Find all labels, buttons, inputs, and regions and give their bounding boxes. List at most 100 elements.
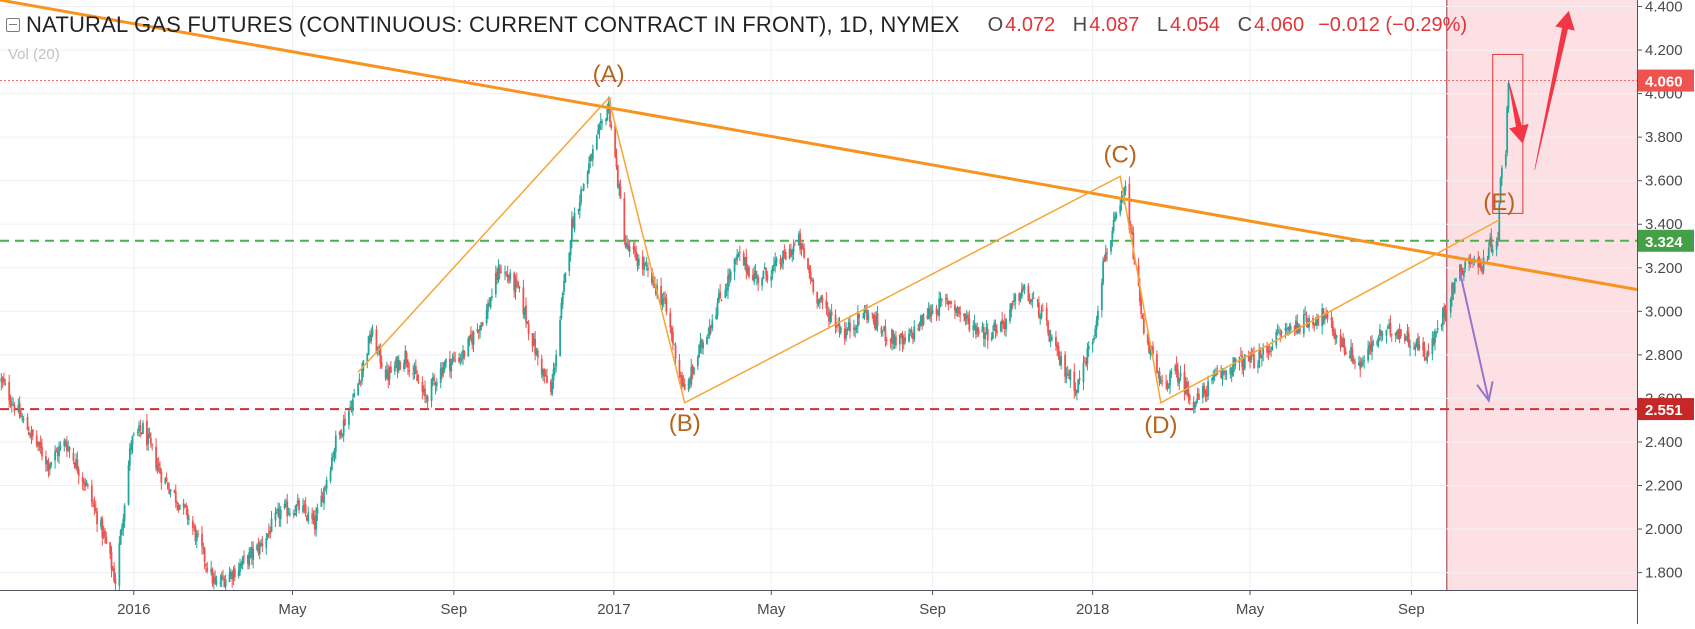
candle bbox=[1444, 304, 1447, 322]
candle bbox=[31, 429, 34, 441]
collapse-icon[interactable] bbox=[6, 18, 20, 32]
candle bbox=[63, 437, 66, 452]
candle bbox=[816, 291, 819, 309]
candle bbox=[367, 335, 370, 356]
candle bbox=[956, 305, 959, 318]
candle bbox=[83, 478, 85, 492]
candle bbox=[569, 240, 572, 262]
candle bbox=[559, 316, 561, 357]
time-tick-label: 2017 bbox=[597, 601, 630, 618]
candle bbox=[863, 305, 866, 320]
descending-trendline[interactable] bbox=[0, 0, 1637, 292]
candle bbox=[490, 288, 493, 301]
candle bbox=[1253, 346, 1255, 369]
candle bbox=[1167, 383, 1170, 389]
candle bbox=[118, 536, 121, 590]
candle bbox=[191, 515, 194, 536]
candle bbox=[1368, 341, 1371, 355]
candle bbox=[10, 396, 13, 413]
candle bbox=[894, 330, 897, 349]
candle bbox=[375, 325, 378, 354]
candle bbox=[766, 271, 769, 284]
candle bbox=[1076, 389, 1078, 401]
candle bbox=[904, 330, 906, 345]
candle bbox=[468, 335, 471, 347]
candle bbox=[812, 277, 815, 295]
wave-pattern-line[interactable] bbox=[357, 96, 1500, 404]
candle bbox=[729, 269, 732, 283]
candle bbox=[1068, 369, 1070, 380]
price-tick-label: 2.200 bbox=[1645, 477, 1683, 494]
candle bbox=[258, 540, 261, 560]
candle bbox=[673, 343, 676, 345]
candle bbox=[999, 321, 1002, 333]
candle bbox=[717, 288, 720, 303]
ohlc-values: O 4.072 H 4.087 L 4.054 C 4.060 bbox=[976, 14, 1305, 37]
candle bbox=[67, 440, 70, 453]
candle bbox=[187, 514, 190, 526]
candle bbox=[110, 546, 113, 578]
candle bbox=[1156, 350, 1158, 374]
candle bbox=[1238, 356, 1241, 371]
candle bbox=[515, 272, 518, 288]
wave-label: (A) bbox=[593, 61, 625, 88]
support-price-tag: 2.551 bbox=[1638, 398, 1694, 421]
candle bbox=[1278, 325, 1280, 334]
candle bbox=[801, 242, 804, 250]
candle bbox=[853, 319, 855, 337]
candle bbox=[633, 241, 636, 258]
candle bbox=[1114, 211, 1116, 222]
candle bbox=[127, 460, 130, 506]
arrow-up[interactable] bbox=[1534, 10, 1575, 170]
candle bbox=[725, 283, 728, 297]
candle bbox=[922, 313, 925, 327]
candle bbox=[50, 461, 53, 469]
candle bbox=[1495, 237, 1498, 257]
price-tick-label: 4.200 bbox=[1645, 42, 1683, 59]
candle bbox=[708, 319, 711, 339]
candle bbox=[302, 498, 304, 514]
candle bbox=[1049, 329, 1052, 348]
candle bbox=[571, 211, 573, 249]
candle bbox=[451, 353, 454, 365]
candle bbox=[445, 358, 447, 368]
candle bbox=[202, 542, 205, 555]
price-axis-panel[interactable] bbox=[1637, 0, 1695, 624]
candle bbox=[1498, 201, 1501, 242]
candle bbox=[1427, 343, 1430, 357]
candle bbox=[940, 297, 943, 307]
candle bbox=[605, 117, 607, 126]
arrow-down-short[interactable] bbox=[1508, 80, 1529, 144]
candle bbox=[414, 359, 417, 375]
candle bbox=[544, 369, 547, 377]
time-axis-panel[interactable] bbox=[0, 590, 1637, 624]
candle bbox=[742, 250, 745, 266]
candle bbox=[968, 310, 971, 333]
candle bbox=[1233, 357, 1236, 372]
candle bbox=[790, 243, 792, 258]
candle bbox=[893, 333, 896, 350]
candle bbox=[1333, 327, 1335, 340]
arrow-down-purple[interactable] bbox=[1458, 271, 1494, 403]
volume-indicator-label[interactable]: Vol (20) bbox=[8, 46, 60, 63]
candle bbox=[534, 331, 537, 361]
candle bbox=[450, 358, 453, 379]
candle bbox=[3, 372, 5, 386]
candle bbox=[48, 463, 51, 476]
candle bbox=[936, 309, 939, 317]
close-value: 4.060 bbox=[1254, 13, 1305, 36]
candle bbox=[1361, 356, 1364, 367]
candle bbox=[1390, 333, 1393, 342]
candle bbox=[623, 192, 626, 245]
candle bbox=[1481, 265, 1484, 275]
candle bbox=[614, 124, 617, 159]
candle bbox=[954, 300, 956, 319]
candle bbox=[589, 153, 592, 169]
candle bbox=[1339, 329, 1342, 352]
candle bbox=[1195, 399, 1198, 407]
candle bbox=[388, 365, 391, 386]
candle bbox=[577, 208, 580, 215]
candle bbox=[311, 507, 314, 525]
candle bbox=[973, 314, 976, 331]
